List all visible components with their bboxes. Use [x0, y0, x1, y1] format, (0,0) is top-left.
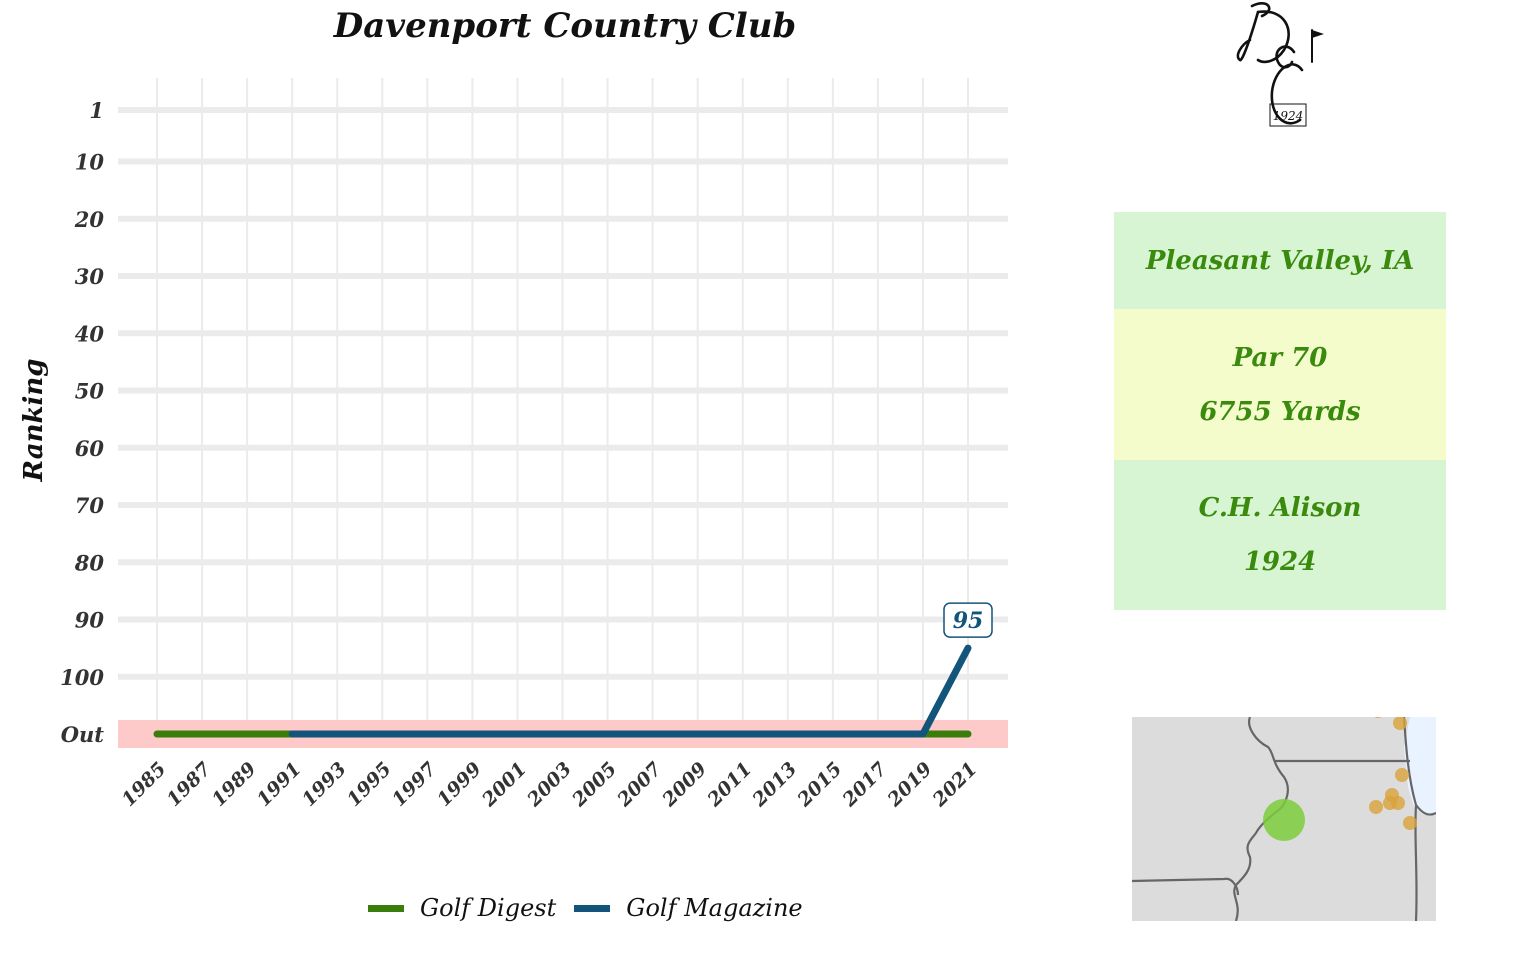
legend-swatch-golf-digest [368, 904, 404, 912]
y-tick-label: 1 [89, 98, 104, 123]
map-other-courses [1369, 717, 1417, 830]
legend-swatch-golf-magazine [574, 904, 611, 912]
legend-label-golf-digest: Golf Digest [420, 894, 557, 922]
x-tick-label: 2009 [658, 758, 712, 812]
annotation-box [943, 602, 993, 638]
legend-item-golf-magazine: Golf Magazine [574, 894, 803, 922]
x-tick-label: 2003 [522, 758, 576, 812]
y-tick-label: 20 [74, 207, 105, 232]
x-tick-label: 1999 [433, 758, 486, 811]
course-specs-box: Par 70 6755 Yards [1114, 309, 1446, 460]
x-tick-label: 1985 [118, 758, 171, 811]
location-map [1132, 717, 1436, 921]
x-tick-label: 1995 [343, 758, 396, 811]
x-tick-label: 1993 [298, 758, 351, 811]
par-text: Par 70 [1232, 342, 1328, 373]
y-tick-label: 80 [74, 550, 105, 575]
yards-text: 6755 Yards [1199, 396, 1361, 427]
x-tick-label: 1991 [253, 758, 306, 811]
x-tick-label: 2017 [838, 758, 892, 812]
chart-title: Davenport Country Club [333, 6, 797, 46]
x-tick-label: 2019 [883, 758, 937, 812]
legend-item-golf-digest: Golf Digest [368, 894, 556, 922]
svg-text:1924: 1924 [1273, 109, 1304, 123]
y-tick-label: 100 [60, 665, 104, 690]
axis-ticks: 1102030405060708090100Out198519871989199… [60, 98, 981, 812]
y-tick-label: 50 [75, 379, 105, 404]
course-info-panel: Pleasant Valley, IA Par 70 6755 Yards C.… [1114, 212, 1446, 610]
x-tick-label: 2011 [703, 758, 757, 812]
series-lines [153, 644, 972, 738]
x-tick-label: 1997 [388, 758, 441, 811]
series-line-golf-magazine [288, 644, 972, 738]
annotation-label: 95 [953, 608, 984, 634]
ranking-chart: 1102030405060708090100Out198519871989199… [60, 78, 1008, 812]
location-text: Pleasant Valley, IA [1145, 245, 1415, 276]
grid [118, 78, 1008, 748]
club-logo: 1924 [1228, 0, 1332, 140]
legend: Golf Digest Golf Magazine [368, 890, 821, 926]
annotations: 95 [943, 602, 993, 638]
x-tick-label: 2007 [612, 758, 666, 812]
legend-label-golf-magazine: Golf Magazine [626, 894, 803, 922]
x-tick-label: 2001 [477, 758, 531, 812]
x-tick-label: 1987 [163, 758, 216, 811]
x-tick-label: 2013 [748, 758, 802, 812]
y-tick-label: 40 [75, 321, 105, 346]
x-tick-label: 1989 [208, 758, 261, 811]
architect-box: C.H. Alison 1924 [1114, 460, 1446, 610]
y-tick-label: 10 [75, 150, 105, 175]
y-tick-label: 30 [75, 264, 105, 289]
x-tick-label: 2015 [793, 758, 847, 812]
y-tick-label: 60 [75, 436, 105, 461]
location-box: Pleasant Valley, IA [1114, 212, 1446, 309]
architect-text: C.H. Alison [1198, 493, 1362, 523]
y-tick-label: Out [61, 722, 105, 747]
y-tick-label: 90 [75, 608, 105, 633]
year-built-text: 1924 [1243, 547, 1317, 577]
x-tick-label: 2005 [567, 758, 621, 812]
y-tick-label: 70 [75, 493, 105, 518]
x-tick-label: 2021 [928, 758, 982, 812]
map-club-location-marker [1263, 799, 1305, 841]
